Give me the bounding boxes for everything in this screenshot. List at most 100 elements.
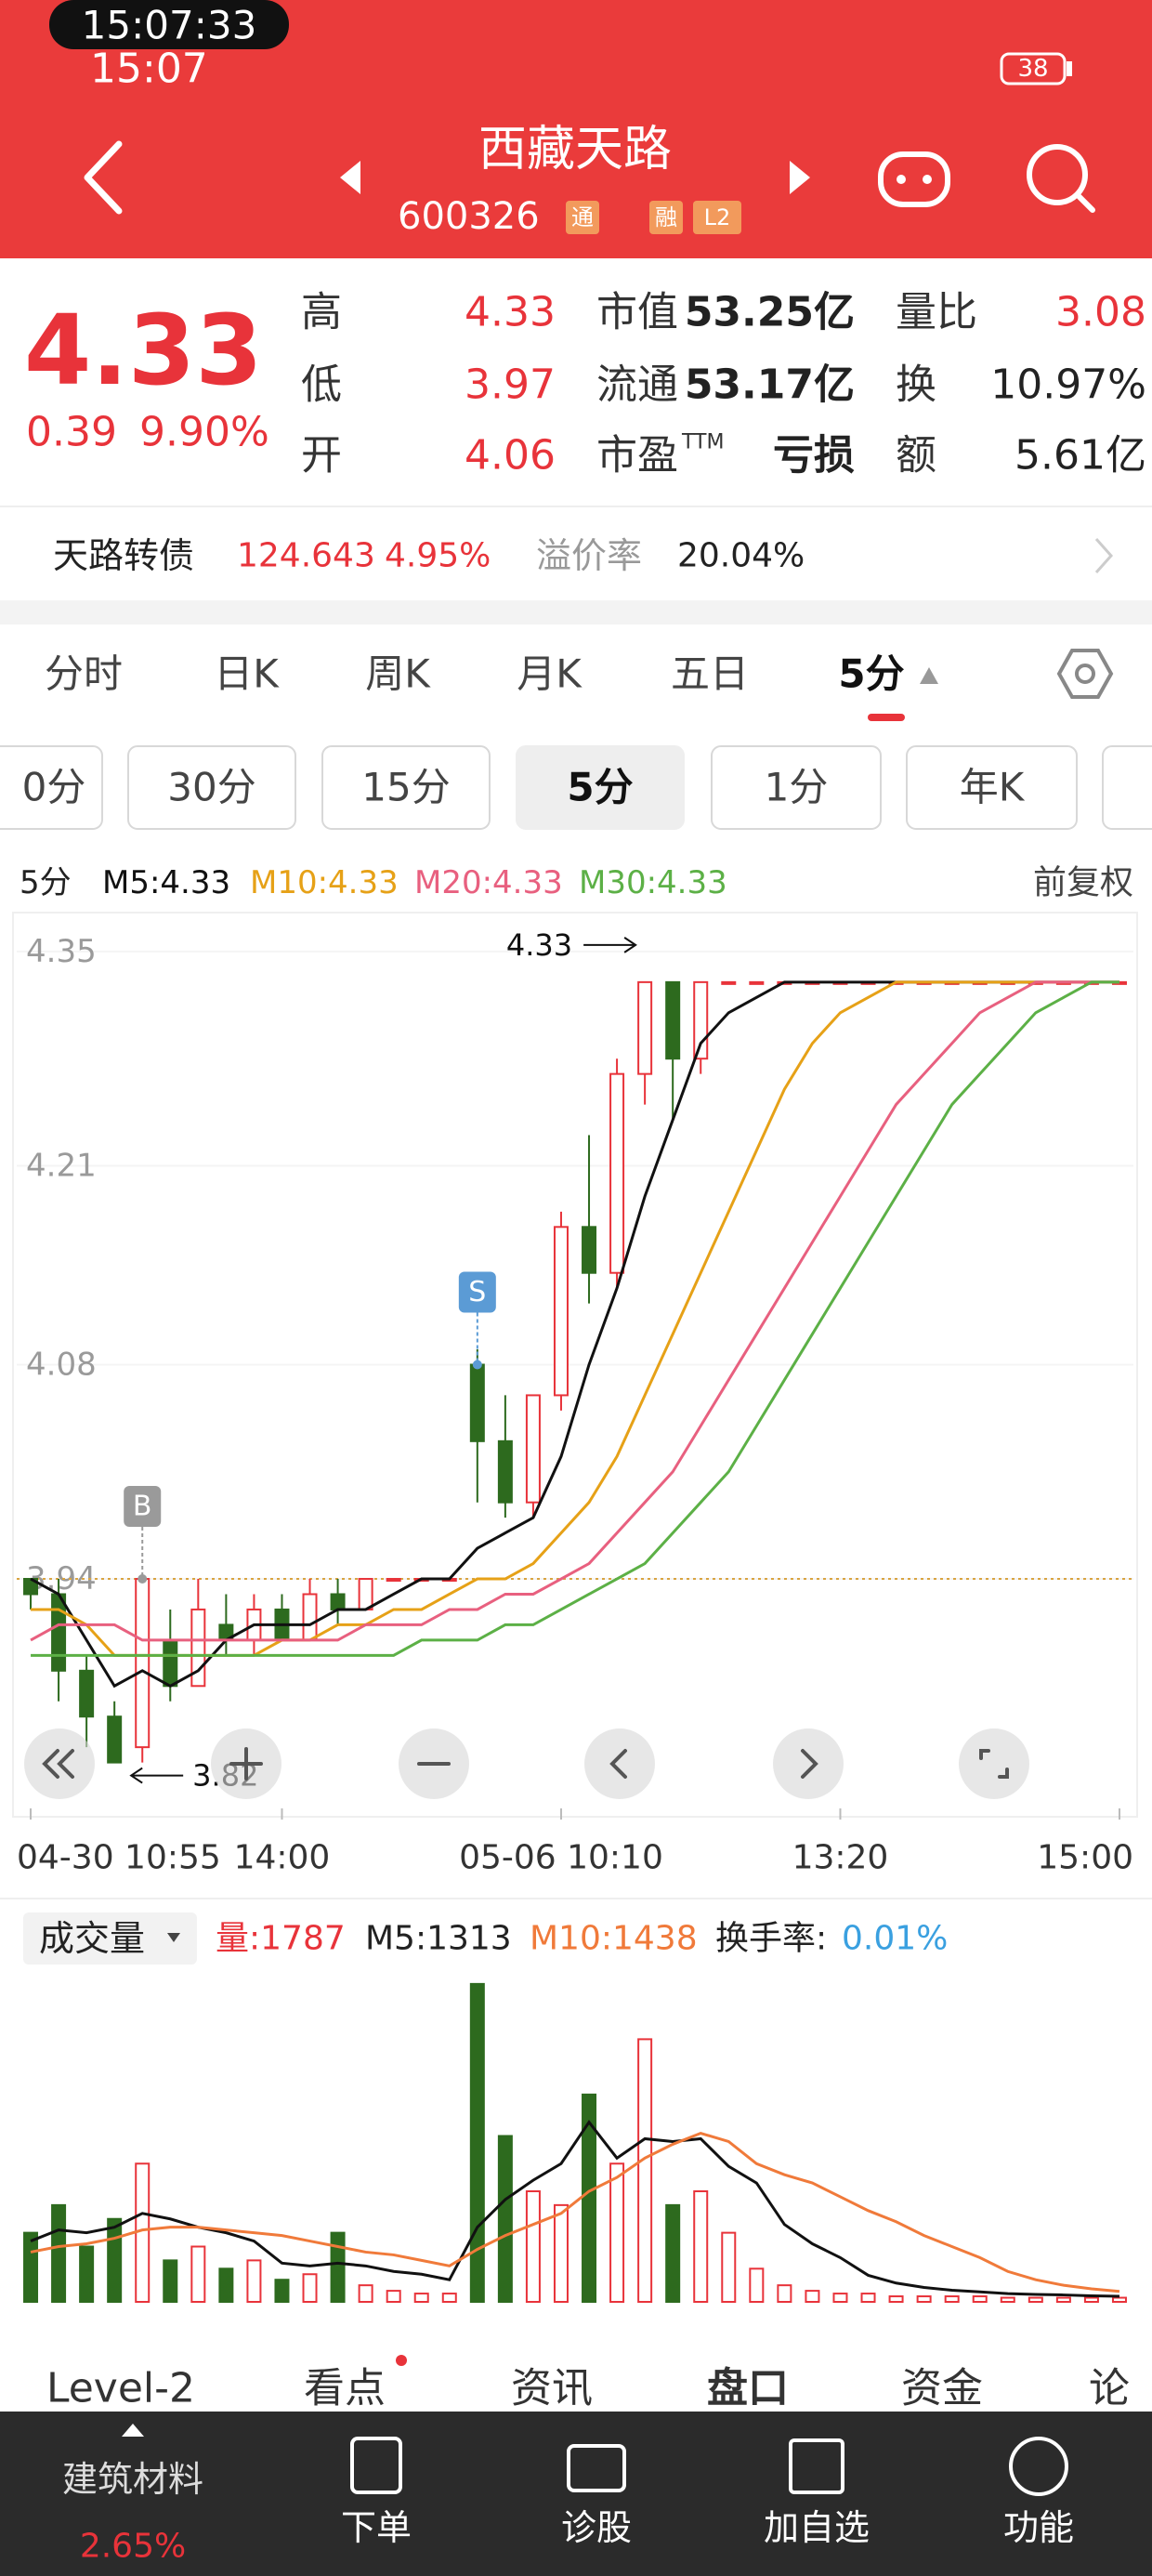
period-label[interactable]: 0分 bbox=[22, 765, 86, 810]
volume-label: 量:1787 bbox=[216, 1920, 346, 1958]
y-tick-label: 4.21 bbox=[26, 1147, 97, 1184]
robot-eye bbox=[897, 175, 906, 184]
turnover-label: 换手率: bbox=[715, 1920, 827, 1958]
period-button[interactable] bbox=[127, 745, 296, 830]
volume-bar bbox=[665, 2203, 681, 2303]
y-tick-label: 4.35 bbox=[26, 933, 97, 970]
stock-tag-text: 通 bbox=[571, 204, 594, 230]
back-button[interactable] bbox=[84, 140, 123, 215]
period-button[interactable] bbox=[321, 745, 491, 830]
robot-icon[interactable] bbox=[878, 151, 950, 207]
volume-bar bbox=[1055, 2296, 1071, 2304]
stock-tag bbox=[566, 201, 599, 234]
nav-item[interactable]: 诊股 bbox=[561, 2507, 632, 2548]
volume-bar bbox=[777, 2284, 792, 2303]
period-label[interactable]: 1分 bbox=[765, 765, 829, 810]
chart-control[interactable] bbox=[959, 1728, 1029, 1799]
chart-control[interactable] bbox=[584, 1728, 655, 1799]
chart-tab[interactable]: 分时 bbox=[45, 651, 123, 697]
chart-tab[interactable]: 5分 bbox=[838, 651, 904, 697]
stock-tag-text: 融 bbox=[655, 204, 677, 230]
icon bbox=[979, 1749, 990, 1760]
period-label[interactable]: 年K bbox=[960, 765, 1026, 810]
legend-entry: M5:4.33 bbox=[102, 864, 230, 901]
volume-bar bbox=[609, 2162, 625, 2303]
stat-value: 亏损 bbox=[773, 432, 855, 480]
bond-price: 124.643 bbox=[237, 537, 375, 575]
next-stock[interactable] bbox=[790, 161, 810, 194]
trade-marker-label[interactable]: B bbox=[133, 1491, 152, 1523]
chart-tab[interactable]: 月K bbox=[517, 651, 583, 697]
chart-tab[interactable]: 周K bbox=[365, 651, 431, 697]
stat-label: 市值 bbox=[596, 289, 678, 336]
trade-marker[interactable] bbox=[458, 1271, 496, 1313]
period-button[interactable] bbox=[0, 745, 103, 830]
nav-item[interactable]: 加自选 bbox=[764, 2507, 870, 2548]
candle-body bbox=[386, 1578, 401, 1583]
bottom-tab[interactable]: Level-2 bbox=[46, 2365, 195, 2412]
legend-entry: M10:4.33 bbox=[250, 864, 399, 901]
stat-value: 53.17亿 bbox=[685, 361, 855, 409]
volume-bar bbox=[51, 2203, 67, 2303]
period-button[interactable] bbox=[711, 745, 882, 830]
bottom-tabs-background bbox=[0, 2326, 1152, 2412]
chart-tab[interactable]: 五日 bbox=[671, 651, 749, 697]
candle-body bbox=[79, 1669, 95, 1718]
period-label[interactable]: 30分 bbox=[167, 765, 255, 810]
x-tick-label: 04-30 10:55 bbox=[17, 1839, 221, 1877]
volume-bar bbox=[916, 2295, 932, 2304]
trade-marker[interactable] bbox=[124, 1486, 162, 1528]
volume-bar bbox=[497, 2135, 513, 2303]
candle-body bbox=[135, 1578, 151, 1749]
bottom-tab[interactable]: 论 bbox=[1089, 2365, 1130, 2412]
search-icon[interactable] bbox=[1027, 144, 1088, 205]
chart-control[interactable] bbox=[773, 1728, 844, 1799]
ma-line bbox=[30, 980, 1119, 1642]
volume-bar bbox=[1111, 2296, 1127, 2304]
stat-value: 4.06 bbox=[465, 432, 556, 480]
nav-item[interactable]: 功能 bbox=[1003, 2507, 1074, 2548]
volume-bar bbox=[805, 2290, 820, 2304]
volume-bar bbox=[23, 2231, 39, 2303]
period-button[interactable] bbox=[1102, 745, 1152, 830]
volume-bar bbox=[972, 2295, 988, 2304]
settings-icon[interactable] bbox=[1056, 649, 1114, 699]
price-change-pct: 9.90% bbox=[139, 409, 269, 456]
nav-item[interactable]: 下单 bbox=[341, 2507, 412, 2548]
ma-line bbox=[31, 980, 1119, 1657]
volume-title[interactable]: 成交量 bbox=[39, 1918, 145, 1959]
icon bbox=[609, 1749, 627, 1779]
volume-bar bbox=[1000, 2296, 1015, 2304]
bottom-tab[interactable]: 看点 bbox=[304, 2365, 386, 2412]
candle-body bbox=[637, 980, 653, 1075]
bond-chevron[interactable] bbox=[1094, 538, 1114, 573]
stat-label: 市盈 bbox=[596, 432, 678, 480]
period-label[interactable]: 15分 bbox=[361, 765, 450, 810]
chart-tab[interactable]: 日K bbox=[214, 651, 280, 697]
volume-bar bbox=[1028, 2296, 1043, 2304]
bottom-tab[interactable]: 资金 bbox=[901, 2365, 983, 2412]
candle-body bbox=[469, 1363, 485, 1442]
volume-bar bbox=[860, 2293, 876, 2303]
stat-label: 额 bbox=[896, 432, 936, 480]
adjust-label[interactable]: 前复权 bbox=[1033, 864, 1133, 902]
marker-dot bbox=[472, 1360, 482, 1370]
status-time: 15:07 bbox=[90, 46, 208, 93]
candle-body bbox=[330, 1593, 346, 1610]
stat-label: 开 bbox=[301, 432, 342, 480]
sector-name[interactable]: 建筑材料 bbox=[62, 2459, 203, 2500]
bottom-tab[interactable]: 资讯 bbox=[511, 2365, 593, 2412]
period-button[interactable] bbox=[516, 745, 685, 830]
volume-bar bbox=[582, 2093, 597, 2303]
volume-dropdown[interactable] bbox=[23, 1912, 197, 1965]
period-label[interactable]: 5分 bbox=[567, 765, 633, 810]
period-button[interactable] bbox=[906, 745, 1078, 830]
trade-marker-label[interactable]: S bbox=[468, 1276, 486, 1308]
prev-stock[interactable] bbox=[340, 161, 360, 194]
battery-tip bbox=[1067, 61, 1072, 76]
stock-tag bbox=[649, 201, 683, 234]
bottom-tab[interactable]: 盘口 bbox=[707, 2365, 789, 2412]
battery-level: 38 bbox=[1017, 55, 1048, 83]
arrow-head bbox=[623, 937, 637, 953]
stock-name: 西藏天路 bbox=[478, 122, 672, 177]
